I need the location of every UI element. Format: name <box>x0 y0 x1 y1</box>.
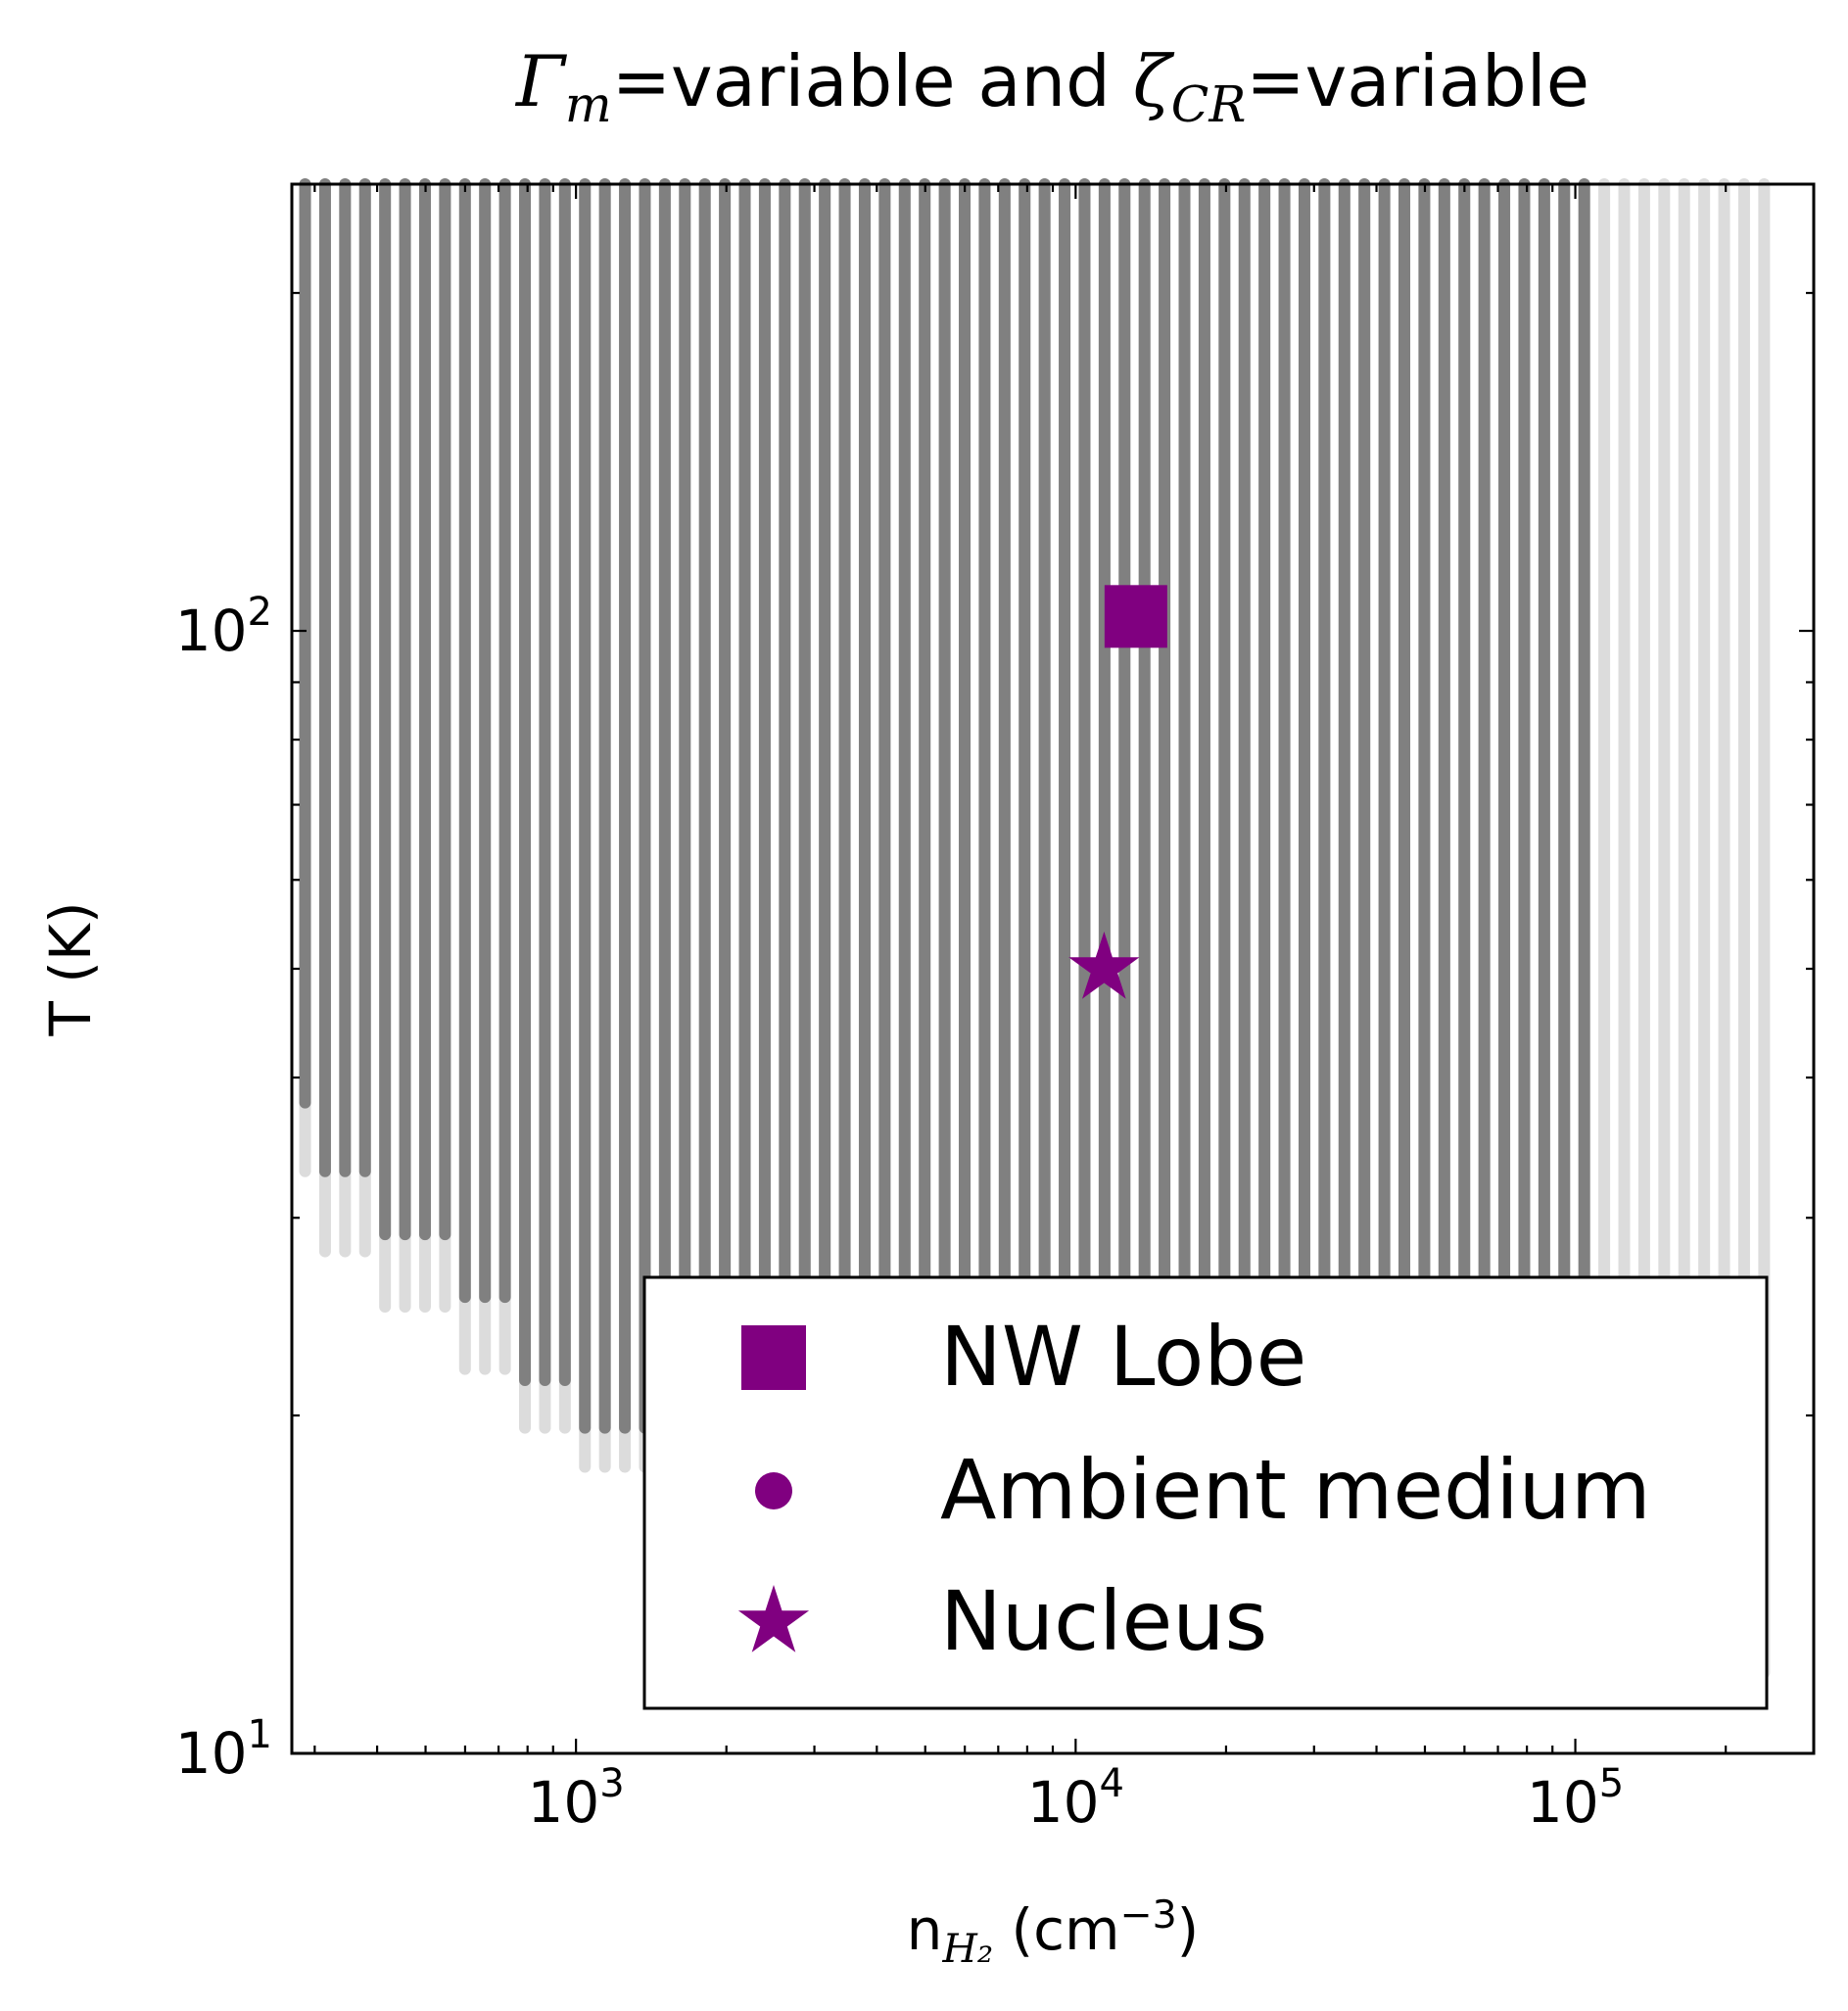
chart-title: Γm​=variable and ζCR​=variable <box>514 40 1589 133</box>
x-axis-label: nH₂​ (cm−3​) <box>907 1892 1200 1972</box>
axis-labels: 103 104 105 101 102 Γm​=variable and ζCR​=var… <box>37 40 1624 1972</box>
legend: NW Lobe Ambient medium Nucleus <box>642 1275 1769 1710</box>
legend-star-icon <box>737 1585 810 1652</box>
nw-lobe-marker <box>1104 585 1167 648</box>
legend-label-nw-lobe: NW Lobe <box>940 1309 1306 1405</box>
legend-label-ambient-medium: Ambient medium <box>940 1442 1651 1538</box>
legend-circle-icon <box>755 1472 792 1509</box>
legend-label-nucleus: Nucleus <box>940 1573 1267 1669</box>
y-tick-label: 102 <box>175 590 272 664</box>
x-tick-label: 104 <box>1027 1761 1124 1836</box>
x-tick-label: 105 <box>1527 1761 1624 1836</box>
x-tick-label: 103 <box>527 1761 624 1836</box>
legend-square-icon <box>741 1325 806 1390</box>
y-axis-label: T (K) <box>37 901 104 1036</box>
data-markers <box>1068 585 1167 999</box>
nucleus-marker <box>1068 932 1140 999</box>
y-tick-label: 101 <box>175 1712 272 1787</box>
legend-box <box>642 1275 1769 1710</box>
axis-ticks <box>292 184 1816 1755</box>
